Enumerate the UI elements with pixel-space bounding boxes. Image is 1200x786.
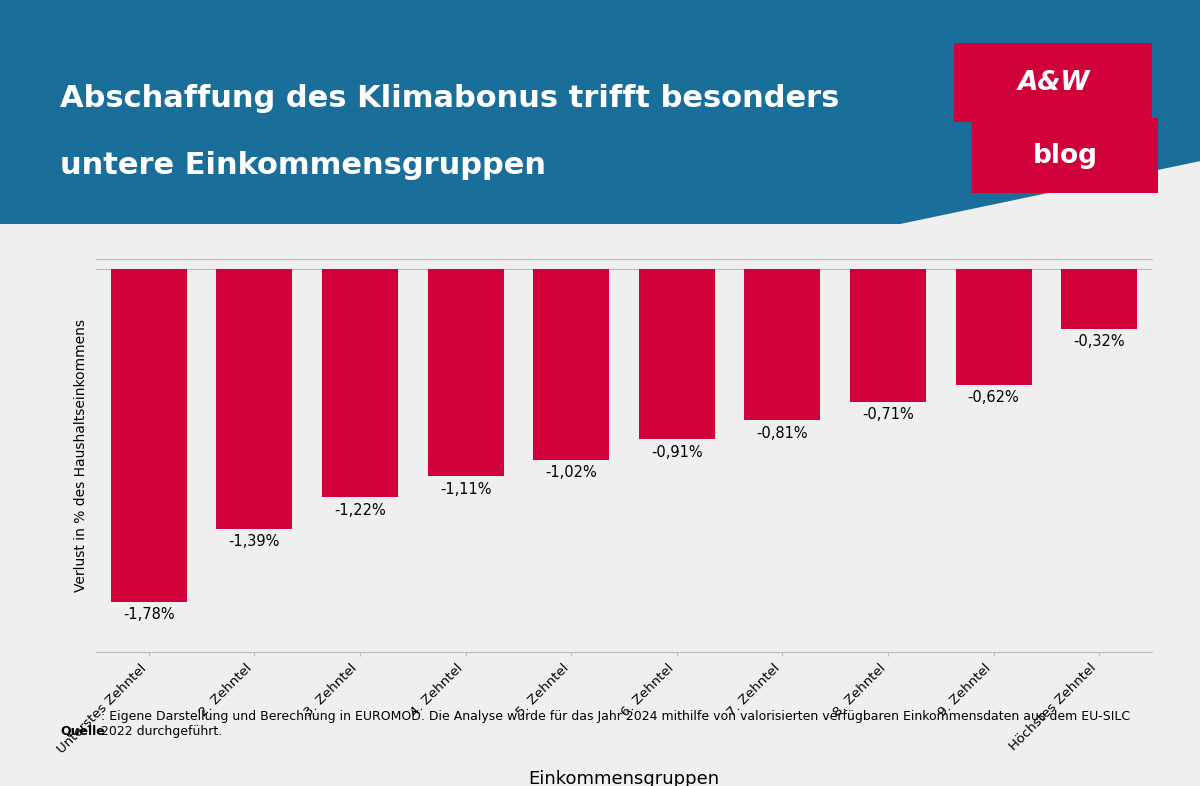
Text: A&W: A&W xyxy=(1018,69,1090,96)
Text: Abschaffung des Klimabonus trifft besonders: Abschaffung des Klimabonus trifft besond… xyxy=(60,84,839,112)
Text: -1,39%: -1,39% xyxy=(229,534,280,549)
Text: -0,71%: -0,71% xyxy=(862,407,914,422)
Text: -1,11%: -1,11% xyxy=(440,482,491,497)
Bar xyxy=(216,269,293,529)
Text: blog: blog xyxy=(1033,142,1098,169)
X-axis label: Einkommensgruppen: Einkommensgruppen xyxy=(528,769,720,786)
Bar xyxy=(533,269,610,460)
Text: Quelle: Quelle xyxy=(60,725,104,738)
Text: -0,62%: -0,62% xyxy=(967,391,1020,406)
Text: : Eigene Darstellung und Berechnung in EUROMOD. Die Analyse wurde für das Jahr 2: : Eigene Darstellung und Berechnung in E… xyxy=(101,710,1130,738)
Text: untere Einkommensgruppen: untere Einkommensgruppen xyxy=(60,151,546,179)
Text: -1,78%: -1,78% xyxy=(122,608,175,623)
Bar xyxy=(744,269,821,421)
Bar xyxy=(427,269,504,476)
Text: -0,81%: -0,81% xyxy=(756,426,809,441)
Text: -1,22%: -1,22% xyxy=(334,503,386,518)
Text: -0,32%: -0,32% xyxy=(1073,334,1126,349)
Bar xyxy=(850,269,926,402)
Bar xyxy=(638,269,715,439)
Text: -0,91%: -0,91% xyxy=(650,445,703,460)
Text: -1,02%: -1,02% xyxy=(545,465,598,480)
Bar xyxy=(110,269,187,602)
Bar xyxy=(1061,269,1138,329)
Bar xyxy=(955,269,1032,385)
Bar xyxy=(322,269,398,497)
Y-axis label: Verlust in % des Haushaltseinkommens: Verlust in % des Haushaltseinkommens xyxy=(73,319,88,593)
